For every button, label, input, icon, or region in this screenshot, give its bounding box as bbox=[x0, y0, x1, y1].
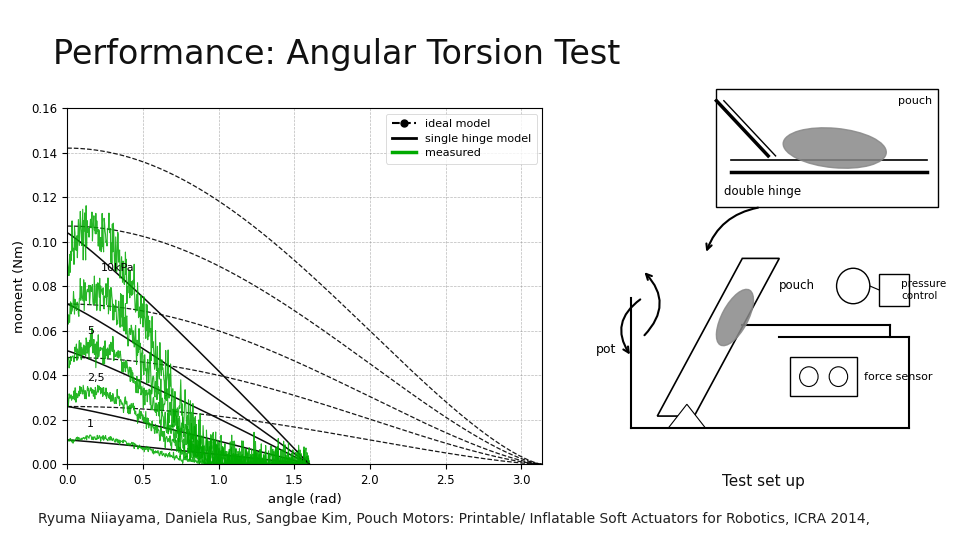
Text: pot: pot bbox=[596, 342, 616, 355]
Ellipse shape bbox=[716, 289, 754, 346]
Ellipse shape bbox=[783, 128, 886, 168]
Text: 10kPa: 10kPa bbox=[101, 264, 134, 273]
Y-axis label: moment (Nm): moment (Nm) bbox=[12, 240, 26, 333]
Text: pouch: pouch bbox=[898, 96, 931, 106]
Text: 1: 1 bbox=[86, 419, 94, 429]
Text: pouch: pouch bbox=[780, 280, 815, 293]
Text: force sensor: force sensor bbox=[864, 372, 933, 382]
Text: double hinge: double hinge bbox=[724, 185, 801, 198]
Legend: ideal model, single hinge model, measured: ideal model, single hinge model, measure… bbox=[386, 113, 537, 164]
Bar bbox=[879, 274, 908, 306]
Text: 2,5: 2,5 bbox=[86, 373, 105, 382]
Text: 5: 5 bbox=[86, 326, 94, 336]
Circle shape bbox=[800, 367, 818, 387]
Text: Performance: Angular Torsion Test: Performance: Angular Torsion Test bbox=[53, 38, 620, 71]
Bar bbox=[790, 357, 857, 396]
Circle shape bbox=[829, 367, 848, 387]
Polygon shape bbox=[658, 258, 780, 416]
Bar bbox=[716, 89, 938, 207]
Text: Ryuma Niiayama, Daniela Rus, Sangbae Kim, Pouch Motors: Printable/ Inflatable So: Ryuma Niiayama, Daniela Rus, Sangbae Kim… bbox=[38, 512, 871, 526]
Text: pressure
control: pressure control bbox=[901, 279, 947, 301]
X-axis label: angle (rad): angle (rad) bbox=[268, 492, 342, 505]
Circle shape bbox=[836, 268, 870, 303]
Polygon shape bbox=[668, 404, 706, 428]
Text: Test set up: Test set up bbox=[722, 474, 804, 489]
